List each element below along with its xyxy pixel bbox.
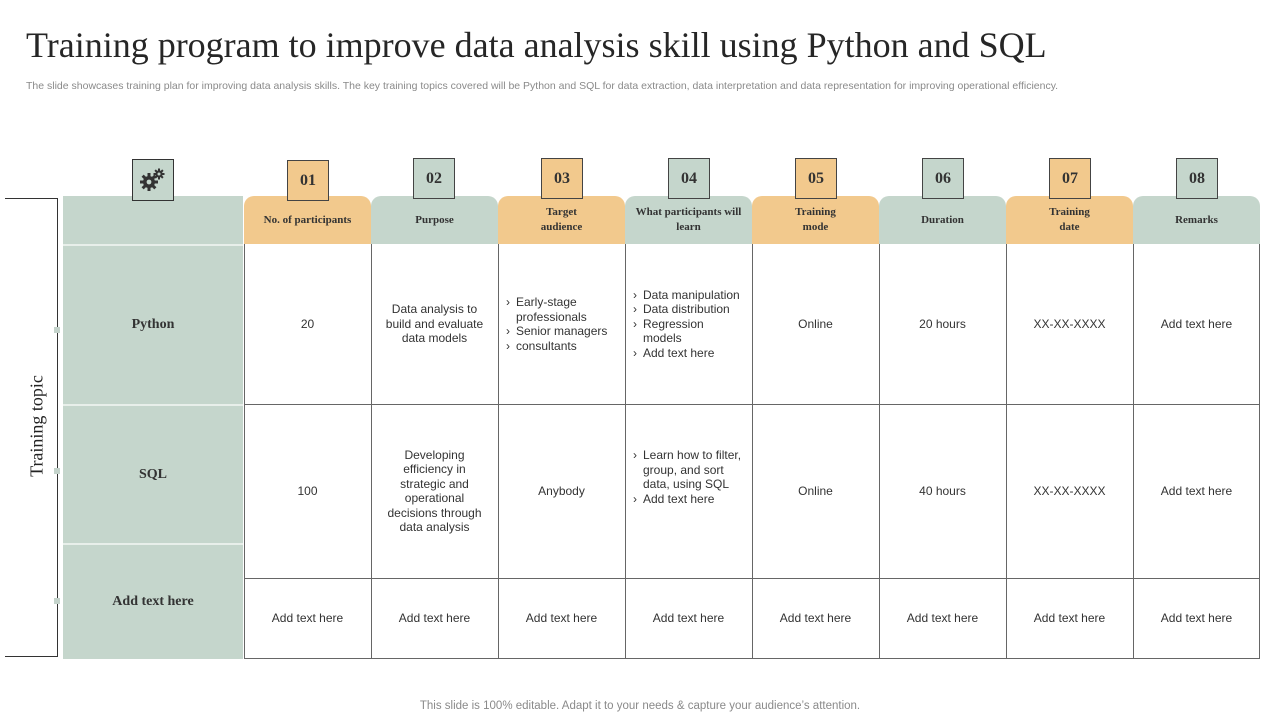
bracket-dot <box>54 598 60 604</box>
footer-note: This slide is 100% editable. Adapt it to… <box>419 700 861 712</box>
header-training-mode: Training mode <box>752 196 879 244</box>
grid-line <box>1006 244 1007 659</box>
cell-python-participants: 20 <box>300 316 315 331</box>
audience-list: Early-stage professionals Senior manager… <box>506 295 617 353</box>
list-item: Learn how to filter, group, and sort dat… <box>633 448 744 492</box>
list-item: Add text here <box>633 346 744 361</box>
cell-sql-mode: Online <box>798 483 833 498</box>
cell-sql-audience: Anybody <box>538 483 585 498</box>
list-item: Add text here <box>633 492 744 507</box>
header-remarks: Remarks <box>1133 196 1260 244</box>
grid-line <box>498 244 499 659</box>
cell-sql-duration: 40 hours <box>919 483 966 498</box>
cell-row3-duration: Add text here <box>906 610 979 625</box>
grid-line <box>244 578 1260 579</box>
cell-python-learn: Data manipulation Data distribution Regr… <box>625 244 752 404</box>
header-purpose: Purpose <box>371 196 498 244</box>
list-item: Data manipulation <box>633 288 744 303</box>
header-duration: Duration <box>879 196 1006 244</box>
column-number-02: 02 <box>413 158 455 199</box>
cell-sql-participants: 100 <box>297 483 318 498</box>
side-label: Training topic <box>26 375 47 477</box>
cell-row3-date: Add text here <box>1033 610 1106 625</box>
cell-sql-purpose: Developing efficiency in strategic and o… <box>387 447 482 535</box>
list-item: Data distribution <box>633 302 744 317</box>
grid-line <box>244 404 1260 405</box>
grid-line <box>244 658 1260 659</box>
column-number-08: 08 <box>1176 158 1218 199</box>
slide-subtitle: The slide showcases training plan for im… <box>26 80 1059 92</box>
cell-row3-remarks: Add text here <box>1160 610 1233 625</box>
header-training-date: Training date <box>1006 196 1133 244</box>
column-number-04: 04 <box>668 158 710 199</box>
topic-separator <box>63 543 243 545</box>
cell-row3-purpose: Add text here <box>398 610 471 625</box>
grid-line <box>1133 244 1134 659</box>
cell-python-purpose: Data analysis to build and evaluate data… <box>385 302 484 346</box>
column-number-01: 01 <box>287 160 329 201</box>
topic-placeholder: Add text here <box>63 545 243 659</box>
cell-row3-mode: Add text here <box>779 610 852 625</box>
topic-sql: SQL <box>63 406 243 543</box>
cell-row3-participants: Add text here <box>271 610 344 625</box>
header-participants: No. of participants <box>244 196 371 244</box>
cell-python-mode: Online <box>798 316 833 331</box>
cell-row3-audience: Add text here <box>525 610 598 625</box>
topic-separator <box>63 244 243 246</box>
column-number-07: 07 <box>1049 158 1091 199</box>
list-item: Regression models <box>633 317 744 346</box>
column-number-05: 05 <box>795 158 837 199</box>
cell-python-remarks: Add text here <box>1160 316 1233 331</box>
cell-row3-learn: Add text here <box>652 610 725 625</box>
learn-list: Data manipulation Data distribution Regr… <box>633 288 744 361</box>
cell-python-duration: 20 hours <box>919 316 966 331</box>
list-item: consultants <box>506 339 617 354</box>
bracket-dot <box>54 327 60 333</box>
cell-sql-remarks: Add text here <box>1160 483 1233 498</box>
bracket-dot <box>54 468 60 474</box>
side-bracket <box>5 198 58 657</box>
topic-separator <box>63 404 243 406</box>
cell-python-audience: Early-stage professionals Senior manager… <box>498 244 625 404</box>
header-target-audience: Target audience <box>498 196 625 244</box>
grid-line <box>752 244 753 659</box>
column-number-06: 06 <box>922 158 964 199</box>
grid-line <box>625 244 626 659</box>
header-what-learn: What participants will learn <box>625 196 752 244</box>
list-item: Senior managers <box>506 324 617 339</box>
slide-title: Training program to improve data analysi… <box>26 25 1047 65</box>
cell-python-date: XX-XX-XXXX <box>1033 316 1106 331</box>
cell-sql-learn: Learn how to filter, group, and sort dat… <box>625 390 752 564</box>
learn-list: Learn how to filter, group, and sort dat… <box>633 448 744 506</box>
column-number-03: 03 <box>541 158 583 199</box>
grid-line <box>1259 244 1260 659</box>
grid-line <box>371 244 372 659</box>
list-item: Early-stage professionals <box>506 295 617 324</box>
grid-line <box>879 244 880 659</box>
grid-line <box>244 244 245 659</box>
cell-sql-date: XX-XX-XXXX <box>1033 483 1106 498</box>
topic-python: Python <box>63 246 243 404</box>
gears-icon <box>132 159 174 201</box>
